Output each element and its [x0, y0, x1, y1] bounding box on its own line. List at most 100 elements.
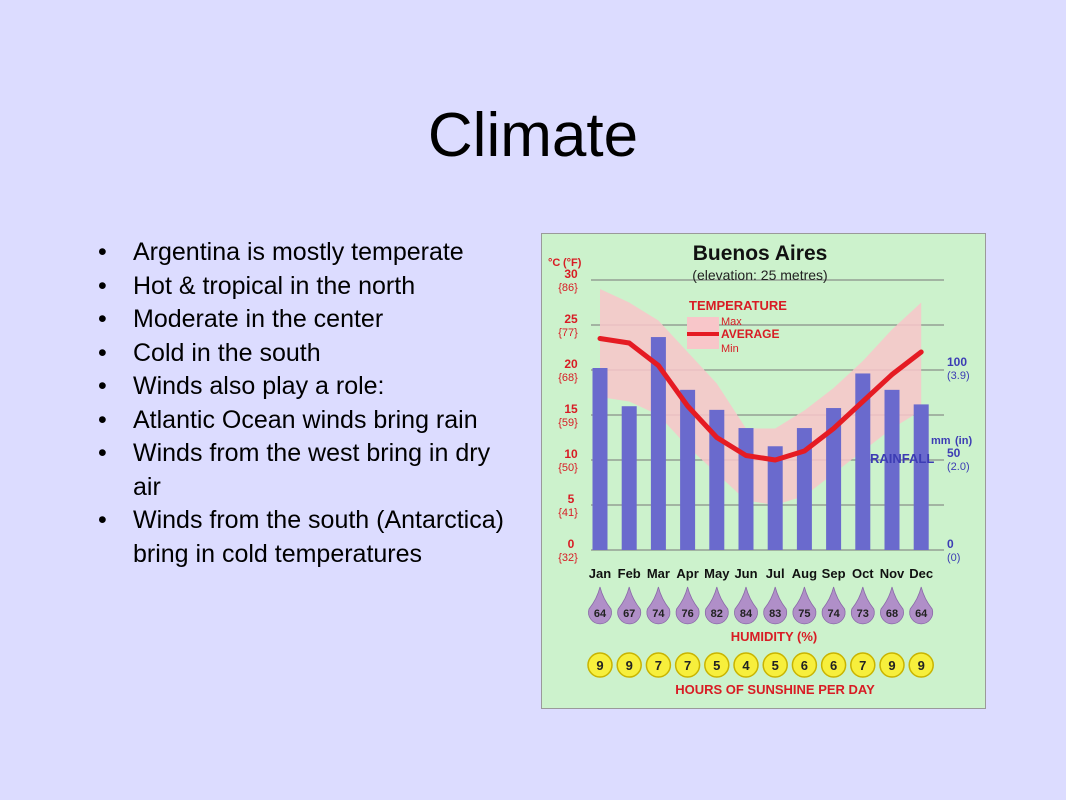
rain-axis-unit-in: (in) [955, 435, 972, 447]
temp-tick-c: 20 [564, 357, 578, 371]
humidity-value: 84 [740, 608, 753, 620]
bullet-marker: • [98, 271, 107, 300]
bullet-item: • Moderate in the center [98, 303, 518, 337]
climate-chart: Buenos Aires (elevation: 25 metres) °C (… [541, 233, 986, 709]
humidity-drop [675, 586, 700, 625]
rainfall-bar [913, 404, 929, 550]
sunshine-circle [674, 652, 701, 678]
bullet-text: Cold in the south [133, 338, 321, 367]
rainfall-bar [709, 409, 725, 550]
humidity-label: HUMIDITY (%) [731, 629, 817, 644]
sunshine-value: 9 [888, 658, 895, 673]
temp-tick-f: {50} [558, 462, 578, 474]
rain-axis-unit-mm: mm [931, 435, 951, 447]
bullet-marker: • [98, 439, 107, 467]
sunshine-circle [850, 652, 876, 678]
sunshine-circle [587, 652, 613, 678]
humidity-drop [588, 586, 612, 625]
temp-axis-unit-c: °C [548, 257, 560, 269]
bullet-marker: • [98, 372, 107, 400]
rainfall-bar [621, 406, 637, 550]
temp-tick-c: 10 [564, 447, 578, 461]
bullet-marker: • [98, 305, 107, 333]
humidity-drop [850, 586, 875, 625]
month-label: Oct [852, 566, 874, 581]
bullet-marker: • [98, 338, 107, 367]
month-label: Mar [647, 566, 670, 581]
humidity-value: 74 [827, 608, 840, 620]
bullet-item: • Cold in the south [98, 337, 518, 371]
bullet-text: Winds from the west bring in dry air [133, 439, 491, 501]
humidity-drop [646, 586, 671, 625]
rainfall-bar [592, 368, 608, 550]
month-label: Sep [822, 566, 846, 581]
sunshine-circle [616, 652, 642, 678]
chart-title: Buenos Aires [693, 242, 828, 265]
temp-tick-f: {68} [558, 372, 578, 384]
bullet-list: • Argentina is mostly temperate • Hot & tro… [98, 236, 518, 571]
rainfall-bar [650, 337, 666, 550]
bullet-item: • Winds also play a role: [98, 370, 518, 404]
bullet-item: • Winds from the south (Antarctica) bring… [98, 504, 518, 571]
humidity-drop [821, 586, 846, 625]
sunshine-circle [879, 652, 905, 678]
sunshine-value: 9 [596, 658, 603, 673]
rain-tick-in: (0) [947, 552, 960, 564]
rain-tick-in: (3.9) [947, 370, 970, 382]
temp-tick-c: 0 [568, 537, 575, 551]
rain-tick-in: (2.0) [947, 461, 970, 473]
temp-tick-f: {77} [558, 327, 578, 339]
bullet-text: Argentina is mostly temperate [133, 238, 464, 266]
legend-max-label: Max [721, 316, 742, 328]
temp-tick-f: {86} [558, 282, 578, 294]
month-label: May [704, 566, 730, 581]
humidity-value: 76 [681, 608, 693, 620]
bullet-marker: • [98, 405, 107, 434]
month-label: Jul [766, 566, 785, 581]
rainfall-bar [855, 373, 871, 550]
rainfall-bar [884, 389, 900, 550]
rainfall-bar [767, 446, 783, 550]
chart-subtitle: (elevation: 25 metres) [692, 267, 827, 283]
temp-tick-f: {41} [558, 507, 578, 519]
average-temperature-line [597, 336, 924, 463]
rain-tick-mm: 0 [947, 537, 954, 551]
sunshine-circle [704, 652, 730, 678]
temp-tick-f: {59} [558, 417, 578, 429]
sunshine-value: 5 [713, 658, 720, 673]
humidity-drop [734, 586, 758, 625]
sunshine-circle [820, 652, 847, 678]
sunshine-value: 6 [801, 658, 808, 673]
legend-min-label: Min [721, 343, 739, 355]
humidity-drop [763, 586, 788, 625]
humidity-value: 64 [915, 608, 928, 620]
month-label: Jun [734, 566, 757, 581]
humidity-value: 74 [652, 608, 665, 620]
climate-chart-svg: Buenos Aires (elevation: 25 metres) °C (… [541, 233, 986, 709]
bullet-item: • Atlantic Ocean winds bring rain [98, 404, 518, 438]
sunshine-value: 7 [655, 658, 662, 673]
temp-axis-unit-f: (°F) [563, 257, 582, 269]
humidity-value: 83 [769, 608, 781, 620]
rainfall-bar [738, 428, 754, 550]
humidity-drop [909, 586, 934, 625]
sunshine-value: 9 [918, 658, 925, 673]
month-label: Dec [909, 566, 933, 581]
rain-tick-mm: 100 [947, 355, 967, 369]
humidity-value: 68 [886, 608, 898, 620]
bullet-item: • Hot & tropical in the north [98, 270, 518, 304]
temp-tick-c: 15 [564, 402, 578, 416]
humidity-drop [880, 586, 904, 625]
bullet-marker: • [98, 238, 107, 266]
bullet-marker: • [98, 506, 107, 534]
temp-tick-c: 5 [568, 492, 575, 506]
sunshine-circle [645, 652, 672, 678]
bullet-text: Atlantic Ocean winds bring rain [133, 405, 478, 434]
rainfall-bar [826, 408, 842, 550]
humidity-value: 75 [798, 608, 810, 620]
bullet-text: Hot & tropical in the north [133, 271, 416, 300]
month-label: Aug [792, 566, 817, 581]
bullet-item: • Argentina is mostly temperate [98, 236, 518, 270]
month-label: Jan [589, 566, 611, 581]
sunshine-circle [908, 652, 934, 678]
